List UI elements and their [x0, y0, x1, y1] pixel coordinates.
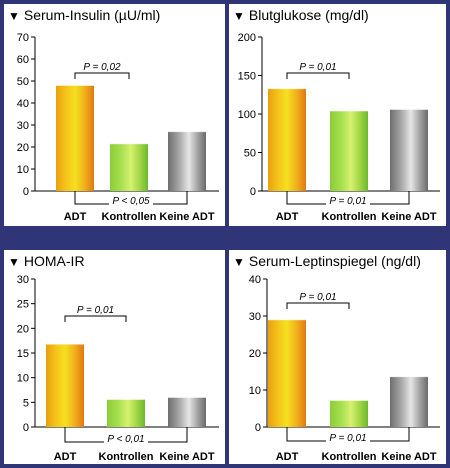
- y-tick-label: 70: [17, 32, 29, 44]
- bar: [168, 131, 206, 191]
- significance-bracket: [286, 72, 350, 79]
- chart-panel-homa-ir: ▼ HOMA-IR 0 5 10 15 20 25 30 ADT Kontrollen Keine …: [4, 250, 225, 464]
- bar: [390, 376, 428, 427]
- x-tick-label: ADT: [54, 451, 77, 463]
- significance-label: P < 0,05: [112, 196, 150, 207]
- chart-panel-serum-insulin: ▼ Serum-Insulin (µU/ml) 0 10 20 30 40 50 60 70 AD…: [4, 4, 225, 226]
- significance-bracket: [286, 302, 350, 309]
- y-tick-label: 0: [250, 186, 256, 198]
- y-tick-label: 10: [17, 164, 29, 176]
- bar: [268, 88, 306, 191]
- chart-panel-blutglukose: ▼ Blutglukose (mg/dl) 0 50 100 150 200 ADT Kont…: [229, 4, 446, 226]
- x-tick-label: Kontrollen: [102, 211, 157, 223]
- bar: [168, 397, 206, 427]
- triangle-down-icon: ▼: [233, 9, 245, 23]
- significance-label-bg: [326, 432, 370, 443]
- x-tick-label: Keine ADT: [159, 451, 214, 463]
- x-tick-label: Kontrollen: [322, 451, 377, 463]
- bar: [390, 109, 428, 191]
- chart-title: ▼ Serum-Insulin (µU/ml): [8, 7, 161, 23]
- significance-label: P = 0,01: [329, 433, 366, 444]
- triangle-down-icon: ▼: [8, 255, 20, 269]
- chart-panel-serum-leptin: ▼ Serum-Leptinspiegel (ng/dl) 0 10 20 30 40 AD…: [229, 250, 446, 464]
- bar: [110, 143, 148, 191]
- x-tick-label: Keine ADT: [381, 211, 436, 223]
- y-tick-label: 10: [17, 373, 29, 385]
- chart-title: ▼ Blutglukose (mg/dl): [233, 7, 369, 23]
- significance-label: P = 0,01: [329, 196, 366, 207]
- bar: [46, 344, 84, 427]
- bar: [330, 110, 368, 191]
- y-tick-label: 200: [238, 32, 256, 44]
- bar-chart-serum-insulin: 0 10 20 30 40 50 60 70 ADT Kontrollen Keine ADT P =…: [17, 32, 219, 223]
- x-tick-label: Kontrollen: [99, 451, 154, 463]
- chart-title: ▼ Serum-Leptinspiegel (ng/dl): [233, 253, 421, 269]
- bar-chart-homa-ir: 0 5 10 15 20 25 30 ADT Kontrollen Keine ADT P = 0,…: [17, 274, 219, 463]
- x-tick-label: ADT: [64, 211, 87, 223]
- y-tick-label: 20: [249, 348, 261, 360]
- significance-label: P = 0,02: [83, 62, 121, 73]
- bar: [330, 400, 368, 427]
- y-tick-label: 0: [255, 422, 261, 434]
- y-tick-label: 30: [17, 274, 29, 286]
- y-tick-label: 30: [17, 120, 29, 132]
- y-tick-label: 40: [17, 98, 29, 110]
- y-tick-label: 10: [249, 385, 261, 397]
- y-tick-label: 30: [249, 311, 261, 323]
- triangle-down-icon: ▼: [233, 255, 245, 269]
- x-tick-label: Keine ADT: [381, 451, 436, 463]
- bar-chart-serum-leptin: 0 10 20 30 40 ADT Kontrollen Keine ADT P = 0,01 P…: [249, 274, 440, 463]
- y-tick-label: 150: [238, 71, 256, 83]
- y-tick-label: 50: [17, 76, 29, 88]
- y-tick-label: 20: [17, 323, 29, 335]
- significance-label-bg: [326, 195, 370, 206]
- x-tick-label: Keine ADT: [159, 211, 214, 223]
- significance-bracket: [64, 315, 127, 322]
- significance-label: P = 0,01: [299, 292, 336, 303]
- y-tick-label: 50: [244, 148, 256, 160]
- y-tick-label: 25: [17, 299, 29, 311]
- significance-label-bg: [104, 433, 148, 444]
- y-tick-label: 60: [17, 54, 29, 66]
- y-tick-label: 0: [23, 422, 29, 434]
- bar: [268, 319, 306, 427]
- x-tick-label: ADT: [276, 211, 299, 223]
- significance-bracket: [74, 72, 130, 79]
- x-tick-label: Kontrollen: [322, 211, 377, 223]
- y-tick-label: 0: [23, 186, 29, 198]
- bar-chart-blutglukose: 0 50 100 150 200 ADT Kontrollen Keine ADT P = 0,…: [238, 32, 440, 223]
- significance-label: P = 0,01: [299, 62, 336, 73]
- significance-label: P = 0,01: [77, 305, 114, 316]
- y-tick-label: 40: [249, 274, 261, 286]
- y-tick-label: 20: [17, 142, 29, 154]
- bar: [107, 399, 145, 427]
- y-tick-label: 15: [17, 348, 29, 360]
- bar: [56, 85, 94, 191]
- triangle-down-icon: ▼: [8, 9, 20, 23]
- significance-label: P < 0,01: [107, 434, 144, 445]
- x-tick-label: ADT: [276, 451, 299, 463]
- y-tick-label: 100: [238, 109, 256, 121]
- significance-label-bg: [109, 195, 153, 206]
- y-tick-label: 5: [23, 397, 29, 409]
- chart-title: ▼ HOMA-IR: [8, 253, 85, 269]
